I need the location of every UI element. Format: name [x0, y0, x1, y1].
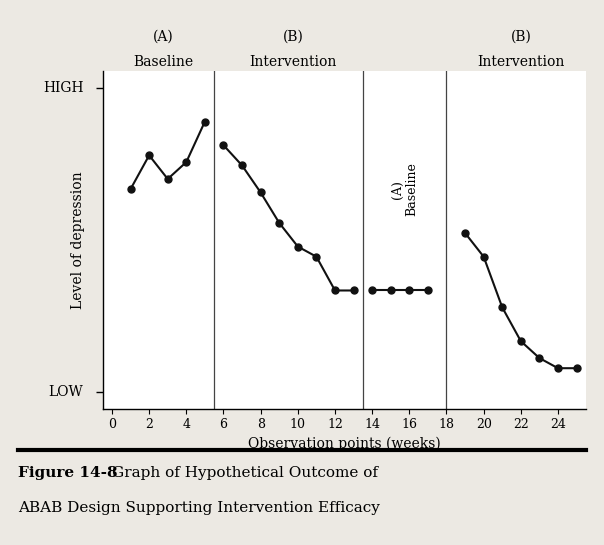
- X-axis label: Observation points (weeks): Observation points (weeks): [248, 437, 441, 451]
- Text: (B): (B): [510, 30, 532, 44]
- Text: Graph of Hypothetical Outcome of: Graph of Hypothetical Outcome of: [112, 466, 378, 480]
- Text: Figure 14-8: Figure 14-8: [18, 466, 128, 480]
- Y-axis label: Level of depression: Level of depression: [71, 171, 85, 308]
- Text: Intervention: Intervention: [477, 55, 565, 69]
- Text: ABAB Design Supporting Intervention Efficacy: ABAB Design Supporting Intervention Effi…: [18, 501, 380, 516]
- Text: Baseline: Baseline: [133, 55, 193, 69]
- Text: Intervention: Intervention: [249, 55, 337, 69]
- Text: LOW: LOW: [48, 385, 83, 399]
- Text: (A)
Baseline: (A) Baseline: [391, 162, 419, 216]
- Text: HIGH: HIGH: [43, 81, 83, 95]
- Text: (A): (A): [153, 30, 173, 44]
- Text: (B): (B): [283, 30, 304, 44]
